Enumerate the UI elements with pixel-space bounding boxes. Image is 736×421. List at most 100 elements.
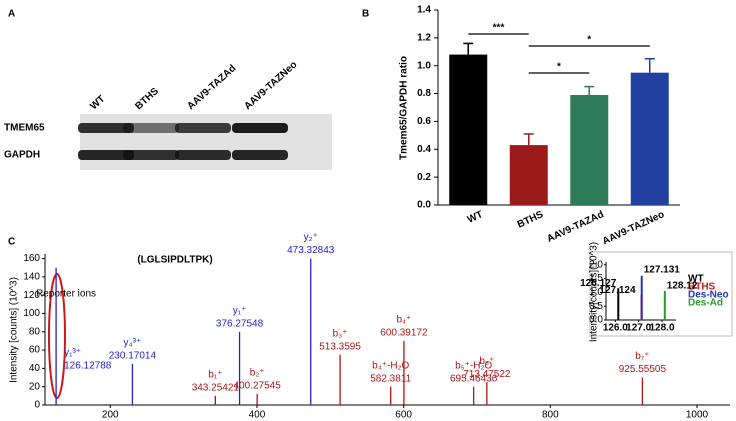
y-tick-label: 0.0 <box>589 315 603 326</box>
legend-entry: WT <box>688 274 704 285</box>
peak-mz: 343.25421 <box>192 382 240 393</box>
legend-entry: Des-Ad <box>688 298 723 309</box>
row-label: TMEM65 <box>4 123 45 134</box>
y-axis-label: Tmem65/GAPDH ratio <box>399 56 410 160</box>
lane-label: WT <box>88 94 107 113</box>
legend-entry: BTHS <box>688 282 716 293</box>
peak-label: b₅⁺ <box>479 356 494 367</box>
x-tick-label: 1000 <box>686 410 709 421</box>
peak-mz: 695.46436 <box>450 373 498 384</box>
peak-label: b₂⁺ <box>250 368 265 379</box>
bar <box>509 145 548 205</box>
legend-entry: Des-Neo <box>688 290 729 301</box>
band <box>78 150 134 160</box>
band <box>232 150 288 160</box>
x-tick-label: BTHS <box>516 209 546 231</box>
peak-label: 128.12 <box>667 281 698 292</box>
bar <box>449 54 488 206</box>
peak-label: y₂⁺ <box>304 232 318 243</box>
y-tick-label: 80 <box>29 326 41 337</box>
lane-label: AAV9-TAZNeo <box>242 59 299 112</box>
x-tick-label: AAV9-TAZNeo <box>601 209 666 247</box>
peak-label: b₁⁺ <box>208 369 222 380</box>
peak-label: b₃⁺ <box>333 328 348 339</box>
y-tick-label: 1.2 <box>417 32 431 43</box>
y-tick-label: 60 <box>29 345 41 356</box>
peak-mz: 713.47522 <box>463 369 511 380</box>
y-tick-label: 0.0 <box>417 200 431 211</box>
band <box>175 123 231 133</box>
peak-label: 127.124 <box>599 285 636 296</box>
peak-mz: 230.17014 <box>109 350 157 361</box>
band <box>175 150 231 160</box>
peak-label: b₄⁺ <box>396 315 411 326</box>
band <box>123 123 179 133</box>
peak-mz: 600.39172 <box>380 328 428 339</box>
peak-mz: 376.27548 <box>216 318 264 329</box>
y-tick-label: 0.2 <box>417 172 431 183</box>
lane-label: BTHS <box>133 86 161 113</box>
peak-mz: 400.27545 <box>234 381 282 392</box>
x-tick-label: 128.0 <box>649 323 674 334</box>
peak-label: b₅⁺-H₂O <box>455 360 492 371</box>
chart-title: (LGLSIPDLTPK) <box>137 255 212 266</box>
bar <box>630 72 669 205</box>
y-axis-label: Intensity [counts] (10^3) <box>9 277 20 383</box>
row-label: GAPDH <box>4 150 40 161</box>
panel-label: A <box>8 9 15 20</box>
band <box>232 123 288 133</box>
peak-label: y₄³⁺ <box>124 337 142 348</box>
peak-label: 126.127 <box>580 278 617 289</box>
significance-label: * <box>557 62 561 73</box>
inset-frame <box>589 251 733 337</box>
panel-label: C <box>8 237 15 248</box>
y-tick-label: 140 <box>23 272 40 283</box>
band <box>78 123 134 133</box>
y-tick-label: 160 <box>23 253 40 264</box>
x-tick-label: AAV9-TAZAd <box>545 209 605 245</box>
y-tick-label: 0.4 <box>417 144 431 155</box>
y-tick-label: 1.0 <box>417 60 431 71</box>
significance-label: *** <box>493 23 505 34</box>
y-tick-label: 1.5 <box>589 273 603 284</box>
y-tick-label: 40 <box>29 363 41 374</box>
y-tick-label: 100 <box>23 308 40 319</box>
y-tick-label: 0.8 <box>417 88 431 99</box>
peak-label: b₄⁺-H₂O <box>372 360 409 371</box>
y-tick-label: 2.0 <box>589 259 603 270</box>
x-tick-label: 200 <box>102 410 119 421</box>
y-tick-label: 20 <box>29 381 41 392</box>
y-tick-label: 0.5 <box>589 301 603 312</box>
reporter-ellipse <box>48 273 66 399</box>
blot-background <box>80 114 332 170</box>
significance-label: * <box>587 35 591 46</box>
peak-label: 127.131 <box>644 264 681 275</box>
y-tick-label: 1.0 <box>589 287 603 298</box>
y-tick-label: 0.6 <box>417 116 431 127</box>
x-tick-label: 400 <box>249 410 266 421</box>
band <box>123 150 179 160</box>
x-tick-label: 600 <box>395 410 412 421</box>
peak-mz: 582.3811 <box>370 373 411 384</box>
panel-label: B <box>362 9 369 20</box>
y-tick-label: 0 <box>34 400 40 411</box>
bar <box>570 94 609 205</box>
y-axis-label: Intensity[counts](10^3) <box>589 242 600 342</box>
peak-label: b₇⁺ <box>635 351 649 362</box>
x-tick-label: WT <box>466 209 485 226</box>
x-tick-label: 127.0 <box>626 323 651 334</box>
annotation: Reporter ions <box>36 289 96 300</box>
y-tick-label: 120 <box>23 290 40 301</box>
x-tick-label: 800 <box>542 410 559 421</box>
peak-label: y₁⁺ <box>233 305 247 316</box>
peak-mz: 925.55505 <box>619 364 667 375</box>
peak-label: y₁³⁺ <box>64 348 81 359</box>
lane-label: AAV9-TAZAd <box>185 63 238 112</box>
peak-mz: 473.32843 <box>287 245 335 256</box>
x-tick-label: 126.0 <box>603 323 628 334</box>
peak-mz: 513.3595 <box>319 341 361 352</box>
y-tick-label: 1.4 <box>417 5 431 16</box>
peak-mz: 126.12788 <box>64 361 112 372</box>
